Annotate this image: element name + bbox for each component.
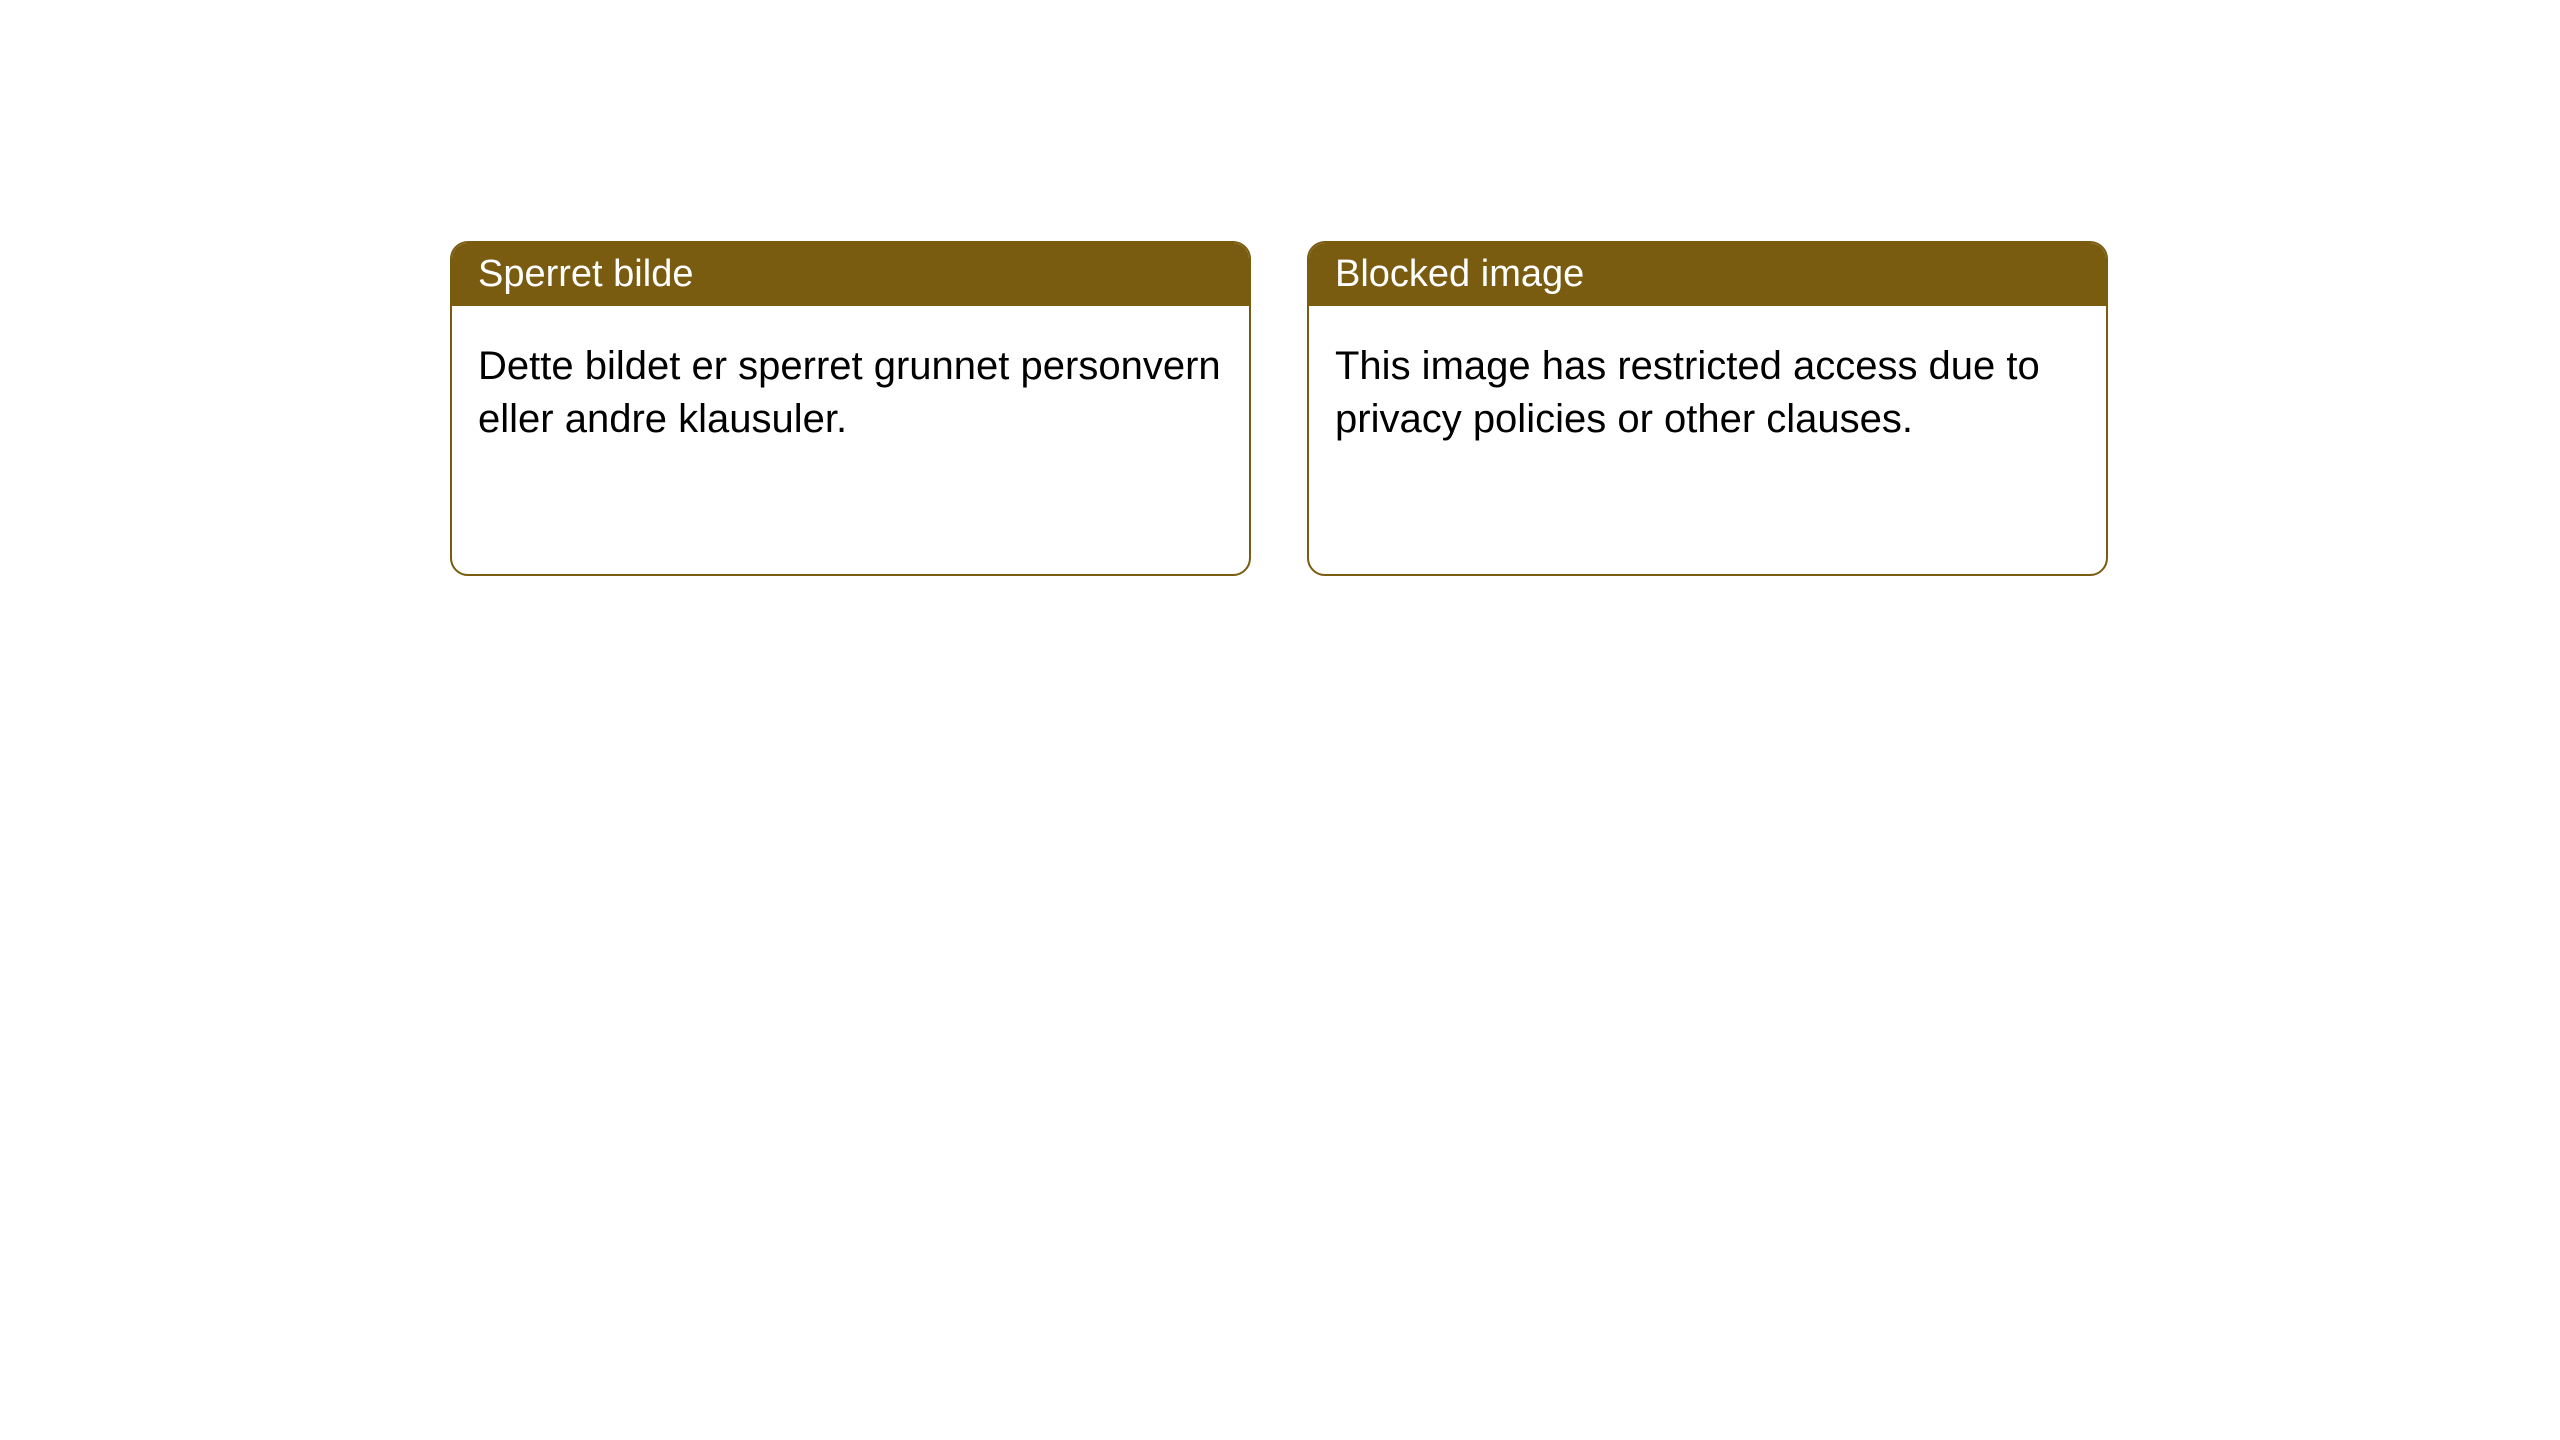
notice-card-english: Blocked image This image has restricted …: [1307, 241, 2108, 576]
notice-card-norwegian: Sperret bilde Dette bildet er sperret gr…: [450, 241, 1251, 576]
notice-body: This image has restricted access due to …: [1309, 306, 2106, 480]
notice-cards-container: Sperret bilde Dette bildet er sperret gr…: [450, 241, 2108, 576]
notice-body-text: Dette bildet er sperret grunnet personve…: [478, 344, 1221, 441]
notice-title: Blocked image: [1335, 253, 1584, 295]
notice-header: Blocked image: [1309, 243, 2106, 306]
notice-title: Sperret bilde: [478, 253, 693, 295]
notice-header: Sperret bilde: [452, 243, 1249, 306]
notice-body-text: This image has restricted access due to …: [1335, 344, 2040, 441]
notice-body: Dette bildet er sperret grunnet personve…: [452, 306, 1249, 480]
